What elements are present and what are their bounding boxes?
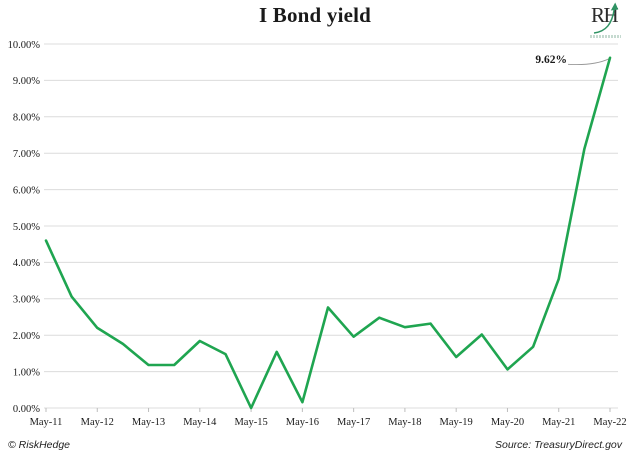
yield-annotation-label: 9.62%: [535, 54, 567, 66]
logo-subtext-bar: [590, 35, 621, 38]
y-axis-tick-label: 1.00%: [13, 367, 40, 378]
y-axis-tick-label: 8.00%: [13, 113, 40, 124]
x-axis-tick-label: May-17: [337, 417, 370, 428]
chart-title: I Bond yield: [258, 3, 372, 27]
footer-copyright: © RiskHedge: [8, 439, 71, 451]
x-axis-tick-label: May-14: [183, 417, 217, 428]
x-axis-tick-label: May-11: [30, 417, 63, 428]
y-axis-tick-label: 4.00%: [13, 258, 40, 269]
x-axis-tick-label: May-20: [491, 417, 524, 428]
annotation-leader-line: [567, 58, 610, 66]
y-axis-tick-label: 6.00%: [13, 185, 40, 196]
y-axis-tick-label: 5.00%: [13, 222, 40, 233]
x-axis-tick-label: May-13: [132, 417, 165, 428]
x-axis-tick-label: May-12: [81, 417, 114, 428]
y-axis-tick-label: 2.00%: [13, 331, 40, 342]
x-axis-tick-label: May-19: [440, 417, 473, 428]
logo-arrow-icon: [593, 2, 619, 34]
x-axis-tick-label: May-16: [286, 417, 319, 428]
y-axis-tick-label: 0.00%: [13, 404, 40, 415]
y-axis-tick-label: 9.00%: [13, 76, 40, 87]
riskhedge-logo: RH: [589, 2, 625, 42]
x-axis-tick-label: May-22: [593, 417, 626, 428]
y-axis-tick-label: 7.00%: [13, 149, 40, 160]
footer-source: Source: TreasuryDirect.gov: [494, 439, 622, 451]
x-axis-tick-label: May-18: [388, 417, 421, 428]
yield-line-series: [44, 56, 612, 410]
y-axis-tick-label: 3.00%: [13, 295, 40, 306]
x-axis-tick-label: May-15: [234, 417, 267, 428]
x-axis-tick-label: May-21: [542, 417, 575, 428]
y-axis-tick-label: 10.00%: [8, 40, 41, 51]
